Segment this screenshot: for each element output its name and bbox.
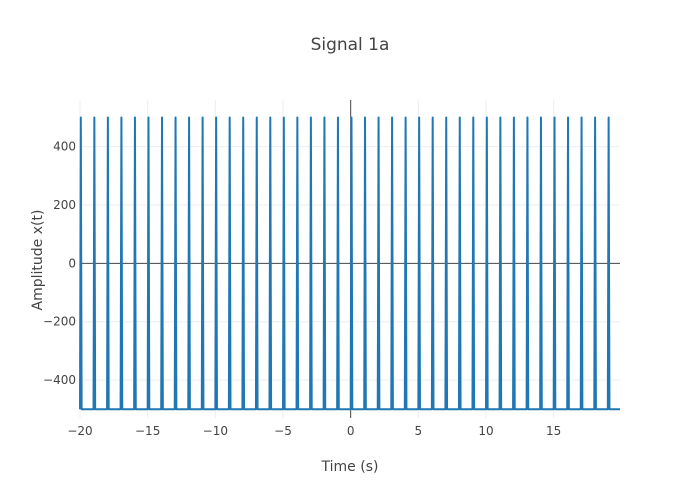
x-tick-label: −5 bbox=[274, 424, 292, 438]
y-tick-label: 400 bbox=[53, 140, 76, 154]
chart-title: Signal 1a bbox=[311, 35, 390, 55]
y-tick-label: −400 bbox=[43, 373, 76, 387]
series-layer bbox=[79, 116, 620, 411]
x-tick-label: −20 bbox=[67, 424, 92, 438]
signal-series-line bbox=[79, 116, 620, 411]
x-tick-label: 15 bbox=[546, 424, 561, 438]
y-axis-ticks: −400 −200 0 200 400 bbox=[43, 140, 76, 387]
x-tick-label: −15 bbox=[135, 424, 160, 438]
y-tick-label: 0 bbox=[68, 256, 76, 270]
y-axis-title: Amplitude x(t) bbox=[30, 210, 46, 311]
x-axis-title: Time (s) bbox=[321, 459, 379, 475]
y-tick-label: 200 bbox=[53, 198, 76, 212]
y-tick-label: −200 bbox=[43, 315, 76, 329]
x-tick-label: 5 bbox=[415, 424, 423, 438]
x-tick-label: 0 bbox=[347, 424, 355, 438]
x-tick-label: −10 bbox=[203, 424, 228, 438]
x-axis-ticks: −20 −15 −10 −5 0 5 10 15 bbox=[67, 424, 561, 438]
x-tick-label: 10 bbox=[478, 424, 493, 438]
